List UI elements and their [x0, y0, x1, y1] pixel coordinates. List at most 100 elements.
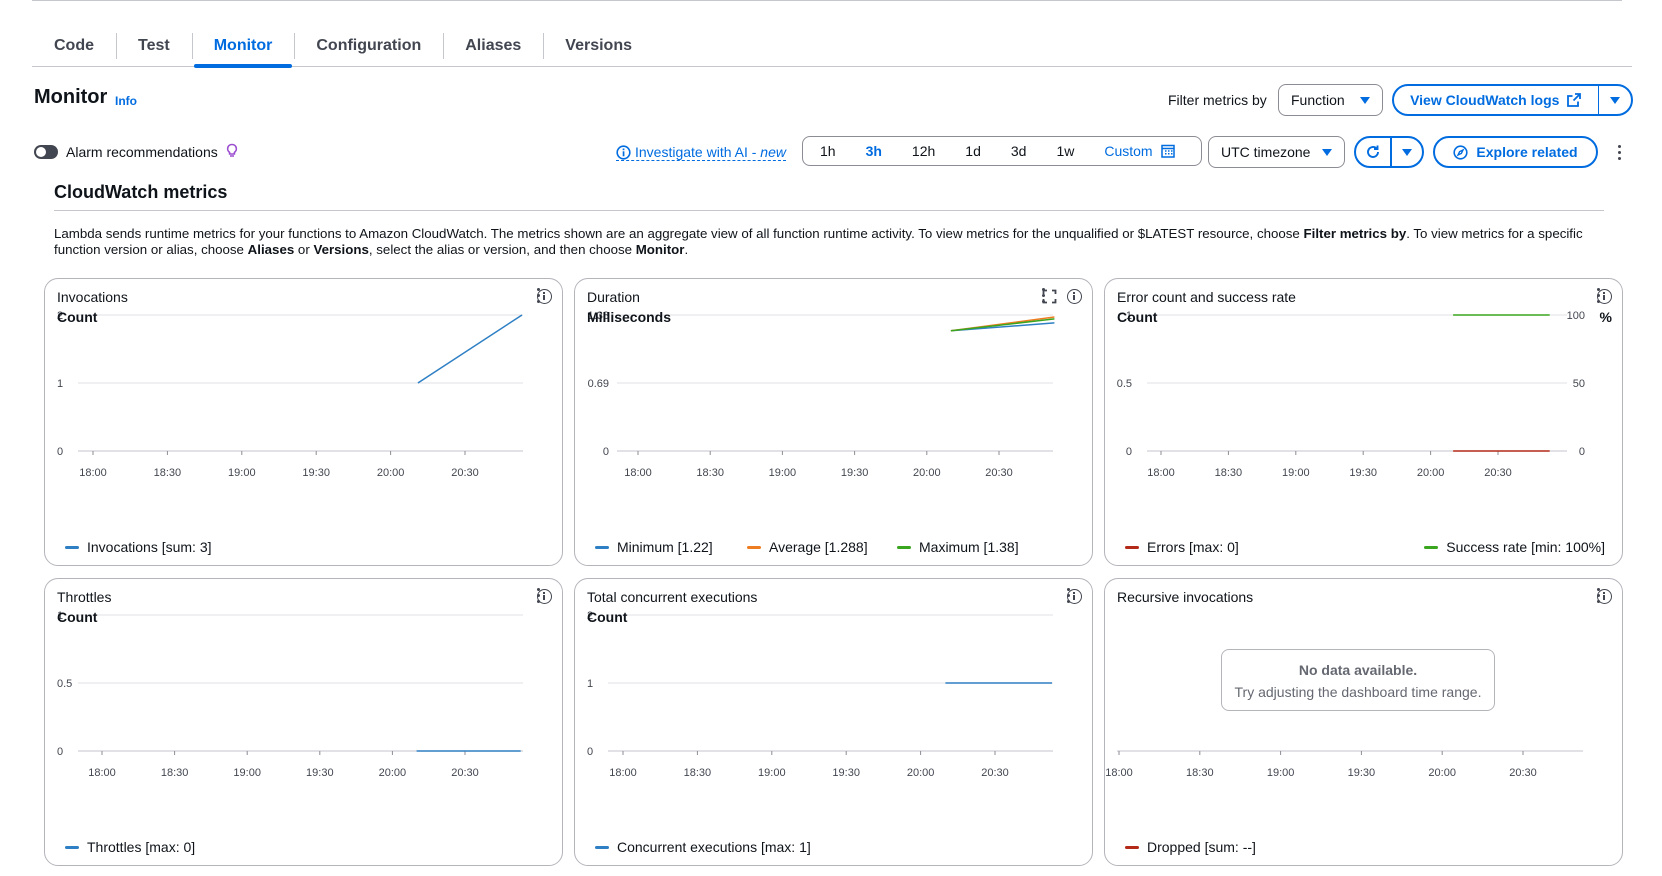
range-3h[interactable]: 3h [865, 143, 882, 159]
filter-metrics-value: Function [1291, 92, 1345, 108]
x-tick-label: 19:00 [1282, 467, 1310, 479]
info-icon[interactable] [537, 289, 552, 304]
info-icon[interactable] [1067, 289, 1082, 304]
legend-item[interactable]: Minimum [1.22] [595, 539, 713, 555]
function-tabs: Code Test Monitor Configuration Aliases … [32, 26, 1632, 68]
x-tick-label: 19:30 [302, 467, 330, 479]
desc-text: or [294, 242, 314, 257]
y-tick-label: 1 [1126, 310, 1132, 322]
x-tick-label: 19:30 [1349, 467, 1377, 479]
legend-label: Dropped [sum: --] [1147, 839, 1256, 855]
widget-title: Duration [587, 289, 640, 305]
more-actions-icon[interactable] [1042, 287, 1046, 306]
duration-widget: 1.38 0.69 0 18:00 18:30 19:00 19:30 20:00 20:30 … [574, 278, 1093, 566]
legend-item[interactable]: Concurrent executions [max: 1] [595, 839, 811, 855]
widget-title: Error count and success rate [1117, 289, 1296, 305]
info-icon[interactable] [1597, 589, 1612, 604]
x-tick-label: 20:30 [981, 767, 1009, 779]
fullscreen-icon[interactable] [1042, 289, 1057, 304]
no-data-text: Try adjusting the dashboard time range. [1234, 684, 1482, 700]
range-1w[interactable]: 1w [1056, 143, 1075, 159]
range-1h[interactable]: 1h [820, 143, 836, 159]
x-tick-label: 18:30 [161, 767, 189, 779]
x-tick-label: 20:30 [451, 767, 479, 779]
tab-configuration[interactable]: Configuration [294, 26, 443, 66]
no-data-message: No data available. Try adjusting the das… [1221, 649, 1495, 711]
y-axis-label-right: % [1599, 309, 1612, 325]
x-tick-label: 18:30 [696, 467, 724, 479]
compass-icon [1453, 144, 1469, 160]
more-actions-icon[interactable] [537, 587, 541, 606]
more-actions-icon[interactable] [1597, 587, 1601, 606]
info-circle-icon [616, 144, 631, 160]
tab-test[interactable]: Test [116, 26, 192, 66]
tab-versions[interactable]: Versions [543, 26, 654, 66]
top-divider [32, 0, 1622, 1]
y-axis-label: Milliseconds [587, 309, 672, 325]
cloudwatch-metrics-title: CloudWatch metrics [54, 182, 228, 202]
y-tick-label: 1.38 [588, 310, 609, 322]
legend-item[interactable]: Dropped [sum: --] [1125, 839, 1256, 855]
filter-metrics-select[interactable]: Function [1278, 84, 1383, 116]
range-3d[interactable]: 3d [1010, 143, 1027, 159]
view-cloudwatch-logs-button[interactable]: View CloudWatch logs [1394, 86, 1598, 114]
y-tick-label-right: 0 [1579, 446, 1585, 458]
legend-item[interactable]: Success rate [min: 100%] [1424, 539, 1605, 555]
error-success-chart: 1 0.5 0 100 50 0 18:00 18:30 19:00 19:30 20:00 20:3… [1117, 310, 1585, 479]
tab-label: Aliases [465, 37, 522, 54]
series-line [417, 314, 523, 384]
more-actions-icon[interactable] [537, 287, 541, 306]
y-tick-label: 0 [57, 746, 63, 758]
x-tick-label: 18:30 [1215, 467, 1243, 479]
legend-item[interactable]: Errors [max: 0] [1125, 539, 1239, 555]
y-tick-label: 0 [57, 446, 63, 458]
recursive-invocations-chart: 18:00 18:30 19:00 19:30 20:00 20:30 [1105, 750, 1583, 779]
info-link[interactable]: Info [115, 94, 137, 108]
explore-related-button[interactable]: Explore related [1433, 136, 1598, 168]
x-tick-label: 19:00 [233, 767, 261, 779]
info-icon[interactable] [1597, 289, 1612, 304]
widget-title: Throttles [57, 589, 112, 605]
timezone-value: UTC timezone [1221, 144, 1311, 160]
x-tick-label: 20:30 [451, 467, 479, 479]
more-actions-icon[interactable] [1618, 145, 1622, 163]
desc-bold: Monitor [635, 242, 685, 257]
tab-monitor[interactable]: Monitor [191, 26, 295, 68]
y-tick-label: 2 [57, 310, 63, 322]
refresh-icon [1367, 145, 1379, 158]
info-icon[interactable] [1067, 589, 1082, 604]
x-tick-label: 18:30 [1186, 767, 1214, 779]
legend-label: Success rate [min: 100%] [1446, 539, 1605, 555]
x-tick-label: 19:30 [1348, 767, 1376, 779]
investigate-with-ai-link[interactable]: Investigate with AI - new [616, 144, 786, 161]
desc-bold: Filter metrics by [1303, 226, 1407, 241]
tab-aliases[interactable]: Aliases [443, 26, 543, 66]
legend-item[interactable]: Maximum [1.38] [897, 539, 1019, 555]
lightbulb-icon [226, 143, 238, 157]
legend-label: Errors [max: 0] [1147, 539, 1239, 555]
legend-item[interactable]: Throttles [max: 0] [65, 839, 195, 855]
more-actions-icon[interactable] [1597, 287, 1601, 306]
section-divider [54, 210, 1604, 211]
concurrent-executions-chart: 2 1 0 18:00 18:30 19:00 19:30 20:00 20:30 [587, 610, 1053, 779]
range-12h[interactable]: 12h [911, 143, 936, 159]
range-1d[interactable]: 1d [965, 143, 981, 159]
range-custom[interactable]: Custom [1104, 143, 1175, 159]
refresh-button[interactable] [1356, 138, 1390, 166]
more-actions-icon[interactable] [1067, 587, 1071, 606]
tab-label: Versions [565, 37, 632, 54]
desc-text: , select the alias or version, and then … [368, 242, 636, 257]
y-tick-label: 0 [587, 746, 593, 758]
alarm-recommendations-toggle[interactable] [34, 145, 58, 159]
legend-item[interactable]: Invocations [sum: 3] [65, 539, 212, 555]
x-tick-label: 18:00 [1147, 467, 1175, 479]
info-icon[interactable] [537, 589, 552, 604]
tab-code[interactable]: Code [32, 26, 116, 66]
calendar-icon [1160, 144, 1175, 158]
view-logs-dropdown-button[interactable] [1599, 86, 1631, 114]
y-axis-label: Count [57, 609, 98, 625]
timezone-select[interactable]: UTC timezone [1208, 136, 1345, 168]
refresh-dropdown-button[interactable] [1392, 138, 1423, 166]
legend-item[interactable]: Average [1.288] [747, 539, 868, 555]
x-tick-label: 20:00 [379, 767, 407, 779]
